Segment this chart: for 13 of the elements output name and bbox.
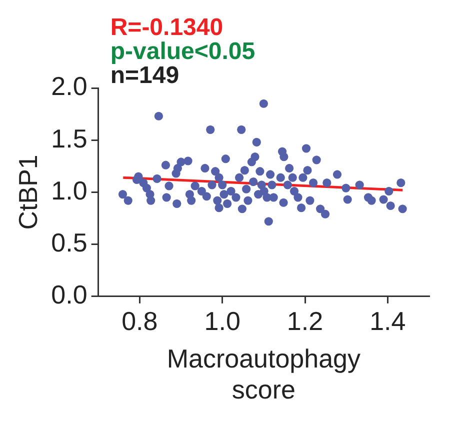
y-tick-label: 1.0	[51, 175, 88, 206]
text: R=-0.1340	[110, 14, 224, 41]
y-tick-label: 1.5	[51, 123, 88, 154]
y-tick-label: 0.0	[51, 280, 88, 310]
y-tick-label: 2.0	[51, 71, 88, 102]
y-axis-title: CtBP1	[12, 154, 43, 230]
x-tick-label: 1.0	[204, 306, 240, 336]
x-tick-label: 1.2	[286, 306, 324, 336]
y-tick-label: 0.5	[51, 227, 88, 258]
x-axis-title: Macroautophagy score	[166, 343, 361, 405]
x-tick-label: 0.8	[122, 306, 158, 336]
text: p-value<0.05	[110, 38, 256, 65]
x-tick-label: 1.4	[370, 306, 406, 336]
